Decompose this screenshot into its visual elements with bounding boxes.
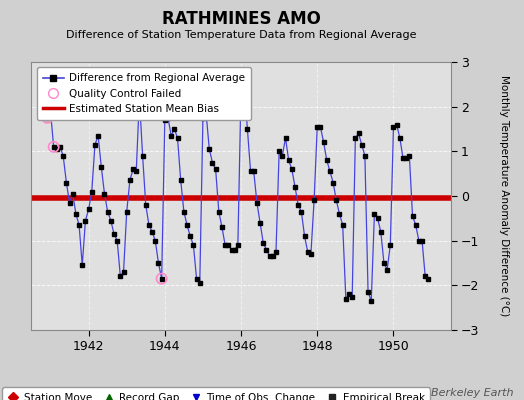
- Point: [46, 108, 54, 114]
- Text: Difference of Station Temperature Data from Regional Average: Difference of Station Temperature Data f…: [66, 30, 416, 40]
- Y-axis label: Monthly Temperature Anomaly Difference (°C): Monthly Temperature Anomaly Difference (…: [499, 75, 509, 317]
- Point: [49, 144, 58, 150]
- Legend: Station Move, Record Gap, Time of Obs. Change, Empirical Break: Station Move, Record Gap, Time of Obs. C…: [2, 388, 430, 400]
- Point: [43, 115, 51, 121]
- Point: [158, 276, 166, 282]
- Text: RATHMINES AMO: RATHMINES AMO: [161, 10, 321, 28]
- Text: Berkeley Earth: Berkeley Earth: [431, 388, 514, 398]
- Point: [135, 94, 144, 101]
